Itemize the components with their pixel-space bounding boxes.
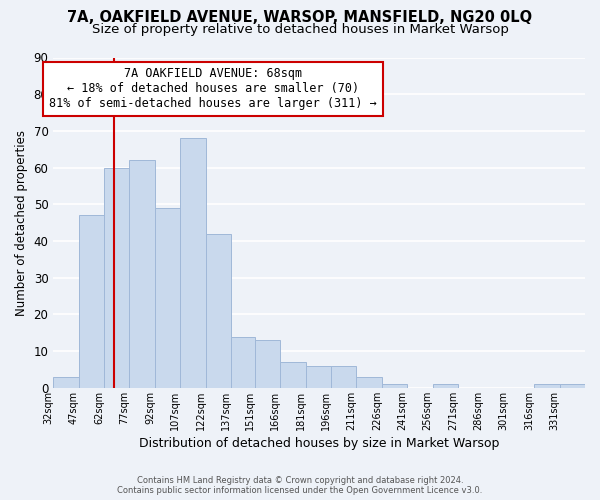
Text: Contains HM Land Registry data © Crown copyright and database right 2024.
Contai: Contains HM Land Registry data © Crown c… (118, 476, 482, 495)
Bar (255, 340, 280, 388)
Bar (155, 208, 180, 388)
Bar (382, 384, 407, 388)
Bar (206, 234, 231, 388)
Bar (231, 336, 255, 388)
Text: Size of property relative to detached houses in Market Warsop: Size of property relative to detached ho… (92, 22, 508, 36)
Bar (356, 377, 382, 388)
Y-axis label: Number of detached properties: Number of detached properties (15, 130, 28, 316)
Bar (130, 160, 155, 388)
Bar (560, 384, 585, 388)
Bar (433, 384, 458, 388)
Bar (180, 138, 206, 388)
Text: 7A OAKFIELD AVENUE: 68sqm
← 18% of detached houses are smaller (70)
81% of semi-: 7A OAKFIELD AVENUE: 68sqm ← 18% of detac… (49, 68, 377, 110)
Bar (53, 377, 79, 388)
X-axis label: Distribution of detached houses by size in Market Warsop: Distribution of detached houses by size … (139, 437, 499, 450)
Text: 7A, OAKFIELD AVENUE, WARSOP, MANSFIELD, NG20 0LQ: 7A, OAKFIELD AVENUE, WARSOP, MANSFIELD, … (67, 10, 533, 25)
Bar (104, 168, 130, 388)
Bar (79, 216, 104, 388)
Bar (280, 362, 305, 388)
Bar (305, 366, 331, 388)
Bar (534, 384, 560, 388)
Bar (331, 366, 356, 388)
